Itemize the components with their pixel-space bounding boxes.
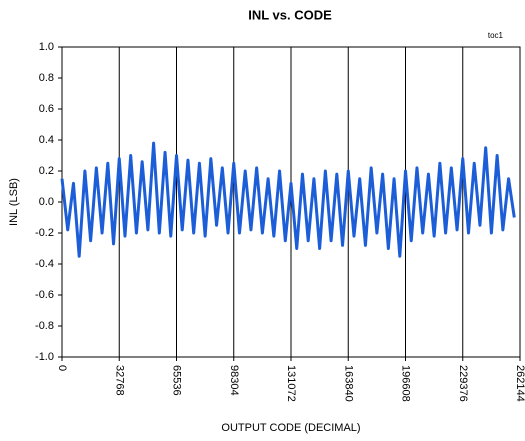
- y-tick-label: 0.4: [39, 134, 54, 146]
- y-tick-label: -0.8: [35, 320, 54, 332]
- x-tick-label: 98304: [228, 365, 240, 396]
- x-axis-label: OUTPUT CODE (DECIMAL): [221, 422, 360, 434]
- x-tick-label: 65536: [171, 365, 183, 396]
- x-tick-label: 163840: [342, 365, 354, 402]
- chart-title: INL vs. CODE: [248, 7, 332, 22]
- series-line: [60, 141, 516, 258]
- y-tick-label: 0.0: [39, 196, 54, 208]
- x-tick-label: 131072: [285, 365, 297, 402]
- x-tick-label: 32768: [113, 365, 125, 396]
- y-tick-label: 0.2: [39, 165, 54, 177]
- x-tick-label: 229376: [457, 365, 469, 402]
- y-tick-label: 0.8: [39, 72, 54, 84]
- y-tick-label: -1.0: [35, 351, 54, 363]
- annotation: toc1: [488, 31, 504, 40]
- y-tick-label: 0.6: [39, 103, 54, 115]
- y-tick-label: -0.2: [35, 227, 54, 239]
- y-axis-label: INL (LSB): [8, 178, 20, 226]
- y-tick-label: 1.0: [39, 41, 54, 53]
- x-tick-label: 0: [56, 365, 68, 371]
- x-tick-label: 262144: [514, 365, 525, 402]
- x-tick-label: 196608: [400, 365, 412, 402]
- y-tick-label: -0.6: [35, 289, 54, 301]
- y-tick-label: -0.4: [35, 258, 54, 270]
